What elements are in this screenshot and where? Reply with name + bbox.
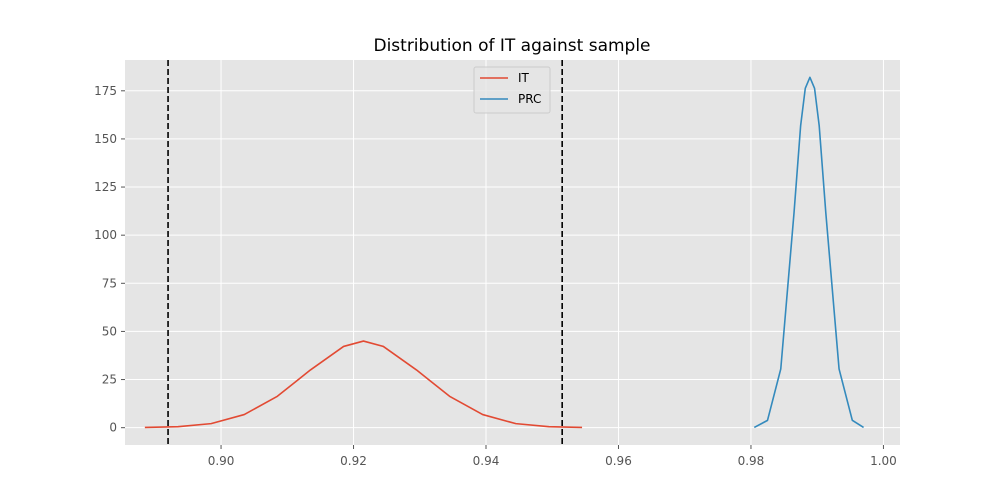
x-axis: 0.90 0.92 0.94 0.96 0.98 1.00 — [208, 445, 897, 468]
series-layer — [144, 76, 864, 429]
legend: IT PRC — [473, 66, 551, 114]
y-tick-label: 50 — [102, 324, 117, 338]
x-tick-label: 0.98 — [738, 454, 765, 468]
series-line-it — [144, 340, 583, 429]
series-line-prc — [753, 76, 864, 429]
y-tick-label: 150 — [94, 132, 117, 146]
y-tick-label: 125 — [94, 180, 117, 194]
legend-label-it: IT — [518, 71, 530, 85]
vline-layer — [167, 60, 563, 445]
y-tick-label: 0 — [109, 421, 117, 435]
legend-label-prc: PRC — [518, 92, 541, 106]
x-tick-label: 0.94 — [473, 454, 500, 468]
x-tick-label: 0.96 — [605, 454, 632, 468]
plot-background — [125, 60, 900, 445]
chart-title: Distribution of IT against sample — [373, 36, 650, 56]
legend-box — [473, 66, 551, 114]
y-axis: 0 25 50 75 100 125 150 175 — [94, 84, 125, 435]
x-tick-label: 0.90 — [208, 454, 235, 468]
y-tick-label: 25 — [102, 373, 117, 387]
y-tick-label: 175 — [94, 84, 117, 98]
y-tick-label: 100 — [94, 228, 117, 242]
x-tick-label: 0.92 — [340, 454, 367, 468]
x-tick-label: 1.00 — [870, 454, 897, 468]
y-tick-label: 75 — [102, 276, 117, 290]
